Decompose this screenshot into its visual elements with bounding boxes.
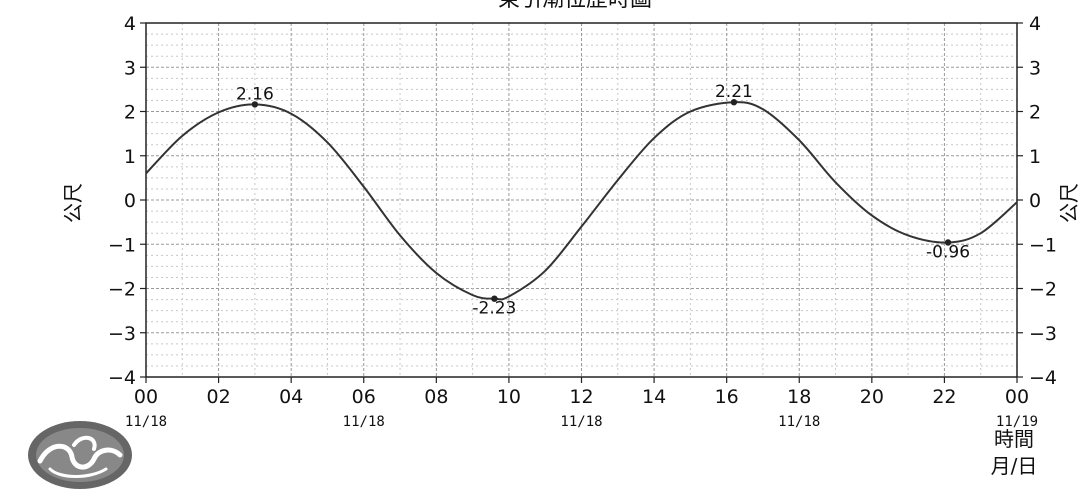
tide-series-line bbox=[145, 101, 1018, 301]
chart-title: 東引潮位歷時圖 bbox=[498, 0, 652, 12]
y-tick-label-right: −4 bbox=[1029, 367, 1057, 389]
x-tick-label: 00 bbox=[1005, 386, 1029, 408]
extremes-layer: 2.16 -2.23 2.21 -0.96 bbox=[236, 82, 970, 318]
extreme-point bbox=[730, 99, 738, 106]
y-tick-label-left: −1 bbox=[108, 234, 136, 256]
x-tick-label: 22 bbox=[932, 386, 956, 408]
x-date-label: 11/18 bbox=[560, 414, 602, 430]
x-tick-label: 12 bbox=[569, 386, 593, 408]
y-tick-label-left: 2 bbox=[124, 102, 136, 124]
grid-layer bbox=[145, 22, 1018, 378]
y-tick-label-right: −2 bbox=[1029, 279, 1057, 301]
x-tick-label: 10 bbox=[497, 386, 521, 408]
x-date-label: 11/19 bbox=[996, 414, 1038, 430]
y-tick-label-right: 0 bbox=[1029, 190, 1041, 212]
y-tick-label-left: 0 bbox=[124, 190, 136, 212]
x-date-label: 11/18 bbox=[125, 414, 167, 430]
x-date-label: 11/18 bbox=[778, 414, 820, 430]
x-axis-label-line2: 月/日 bbox=[991, 454, 1038, 478]
extreme-value-label: 2.16 bbox=[236, 84, 274, 104]
x-axis-label-line1: 時間 bbox=[994, 427, 1034, 451]
y-tick-label-left: 1 bbox=[124, 146, 136, 168]
y-tick-label-left: −2 bbox=[108, 279, 136, 301]
cloud-logo-icon bbox=[28, 421, 132, 489]
y-axis-label-right: 公尺 bbox=[1057, 183, 1081, 223]
x-tick-label: 00 bbox=[134, 386, 158, 408]
y-tick-label-right: 3 bbox=[1029, 57, 1041, 79]
y-axis-label-left: 公尺 bbox=[61, 183, 85, 223]
x-tick-label: 16 bbox=[715, 386, 739, 408]
x-tick-label: 18 bbox=[787, 386, 811, 408]
ticks-layer: −4 −4−3 −3−2 −2−1 −10 01 12 23 34 400 02 04 06 08 10 12… bbox=[108, 13, 1057, 430]
extreme-value-label: -0.96 bbox=[926, 242, 970, 262]
extreme-point bbox=[491, 295, 498, 302]
y-tick-label-right: −1 bbox=[1029, 234, 1057, 256]
x-tick-label: 14 bbox=[642, 386, 666, 408]
y-tick-label-right: 2 bbox=[1029, 102, 1041, 124]
x-tick-label: 06 bbox=[352, 386, 376, 408]
x-tick-label: 04 bbox=[279, 386, 303, 408]
y-tick-label-left: −4 bbox=[108, 367, 136, 389]
y-tick-label-left: 4 bbox=[124, 13, 136, 35]
y-tick-label-left: −3 bbox=[108, 323, 136, 345]
extreme-point bbox=[944, 239, 952, 246]
x-tick-label: 02 bbox=[206, 386, 230, 408]
y-tick-label-right: 1 bbox=[1029, 146, 1041, 168]
y-tick-label-right: 4 bbox=[1029, 13, 1041, 35]
extreme-value-label: 2.21 bbox=[715, 82, 753, 102]
y-tick-label-left: 3 bbox=[124, 57, 136, 79]
x-tick-label: 20 bbox=[860, 386, 884, 408]
extreme-point bbox=[251, 101, 259, 108]
extreme-value-label: -2.23 bbox=[472, 299, 516, 319]
y-tick-label-right: −3 bbox=[1029, 323, 1057, 345]
x-tick-label: 08 bbox=[424, 386, 448, 408]
x-date-label: 11/18 bbox=[343, 414, 385, 430]
